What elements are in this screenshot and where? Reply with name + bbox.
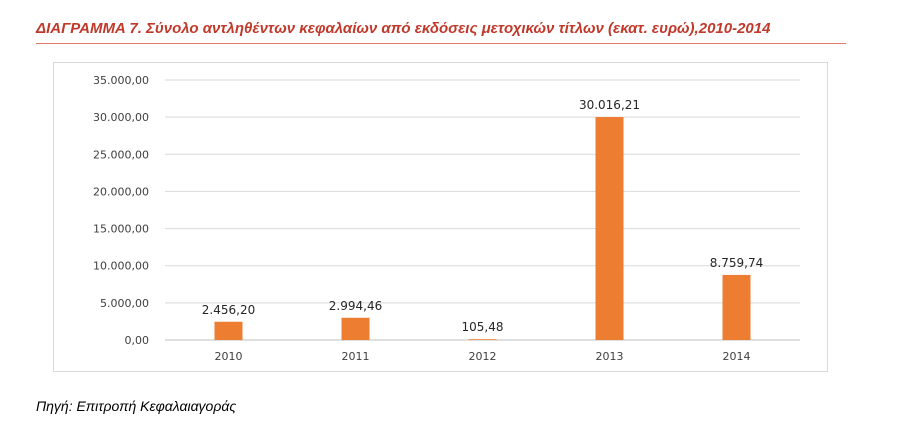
bar [722, 274, 751, 340]
source-note: Πηγή: Επιτροπή Κεφαλαιαγοράς [36, 398, 237, 414]
y-tick-label: 15.000,00 [93, 223, 149, 236]
y-tick-label: 0,00 [125, 334, 150, 347]
bar [341, 317, 370, 340]
data-label: 105,48 [462, 320, 504, 334]
x-tick-label: 2014 [723, 350, 751, 363]
data-label: 2.994,46 [329, 299, 382, 313]
title-divider [36, 43, 846, 44]
data-label: 30.016,21 [579, 98, 640, 112]
y-tick-label: 25.000,00 [93, 148, 149, 161]
y-tick-label: 5.000,00 [100, 297, 149, 310]
y-tick-label: 20.000,00 [93, 185, 149, 198]
x-tick-label: 2011 [342, 350, 370, 363]
bar [595, 117, 624, 341]
y-tick-label: 10.000,00 [93, 260, 149, 273]
chart-title: ΔΙΑΓΡΑΜΜΑ 7. Σύνολο αντληθέντων κεφαλαίω… [36, 20, 771, 37]
bar [214, 321, 243, 340]
data-label: 2.456,20 [202, 303, 255, 317]
x-tick-label: 2012 [469, 350, 497, 363]
x-tick-label: 2010 [215, 350, 243, 363]
chart-area [53, 62, 828, 372]
y-tick-label: 30.000,00 [93, 111, 149, 124]
x-tick-label: 2013 [596, 350, 624, 363]
y-tick-label: 35.000,00 [93, 74, 149, 87]
data-label: 8.759,74 [710, 256, 763, 270]
bar [468, 339, 497, 340]
